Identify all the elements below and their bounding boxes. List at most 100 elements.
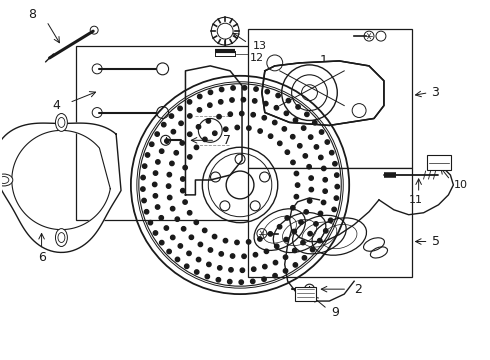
- Circle shape: [179, 121, 183, 125]
- Circle shape: [263, 265, 267, 269]
- Circle shape: [219, 100, 223, 104]
- Circle shape: [188, 211, 192, 215]
- Circle shape: [282, 127, 287, 131]
- Circle shape: [181, 189, 185, 193]
- Circle shape: [309, 176, 313, 180]
- Circle shape: [227, 279, 232, 284]
- Circle shape: [195, 270, 199, 274]
- Circle shape: [167, 172, 171, 177]
- Circle shape: [143, 164, 147, 168]
- Circle shape: [313, 121, 317, 125]
- Circle shape: [333, 162, 337, 166]
- Circle shape: [323, 229, 328, 233]
- Circle shape: [318, 238, 322, 243]
- Text: 13: 13: [253, 41, 267, 51]
- Circle shape: [208, 103, 212, 107]
- Circle shape: [218, 266, 222, 270]
- Circle shape: [213, 131, 217, 135]
- Circle shape: [305, 112, 309, 117]
- Circle shape: [269, 134, 273, 138]
- Circle shape: [265, 89, 270, 94]
- Circle shape: [276, 93, 280, 98]
- Circle shape: [273, 274, 277, 278]
- Circle shape: [284, 237, 288, 242]
- Circle shape: [194, 220, 198, 225]
- Circle shape: [334, 196, 339, 200]
- Circle shape: [246, 240, 251, 244]
- Circle shape: [230, 98, 234, 102]
- Circle shape: [335, 173, 339, 177]
- Circle shape: [229, 267, 233, 272]
- Circle shape: [203, 137, 207, 141]
- Circle shape: [178, 244, 183, 248]
- Circle shape: [323, 177, 327, 182]
- Circle shape: [168, 195, 172, 200]
- Circle shape: [217, 114, 221, 119]
- Circle shape: [246, 126, 251, 130]
- Text: 2: 2: [354, 283, 362, 296]
- Circle shape: [153, 231, 158, 235]
- Circle shape: [291, 160, 295, 165]
- Circle shape: [264, 249, 269, 253]
- Circle shape: [314, 222, 318, 226]
- Circle shape: [188, 132, 192, 136]
- Circle shape: [171, 207, 175, 211]
- Circle shape: [205, 274, 210, 279]
- Circle shape: [277, 225, 282, 229]
- Ellipse shape: [0, 174, 13, 186]
- Circle shape: [268, 232, 272, 236]
- Circle shape: [208, 248, 213, 252]
- Circle shape: [167, 249, 171, 254]
- Circle shape: [318, 155, 323, 159]
- Circle shape: [235, 125, 240, 130]
- Circle shape: [291, 206, 295, 210]
- Circle shape: [304, 210, 308, 214]
- Circle shape: [301, 126, 306, 130]
- Circle shape: [235, 240, 239, 244]
- Circle shape: [159, 149, 164, 153]
- Circle shape: [164, 226, 169, 230]
- Circle shape: [319, 130, 324, 134]
- Circle shape: [230, 254, 235, 258]
- Circle shape: [321, 166, 326, 171]
- Text: 3: 3: [432, 86, 440, 99]
- Circle shape: [243, 86, 247, 90]
- Circle shape: [258, 237, 262, 241]
- Circle shape: [294, 194, 298, 199]
- Circle shape: [325, 140, 329, 144]
- Circle shape: [198, 242, 202, 247]
- Circle shape: [328, 218, 333, 222]
- Circle shape: [228, 112, 232, 116]
- Text: 10: 10: [453, 180, 467, 190]
- Circle shape: [278, 141, 282, 145]
- Circle shape: [252, 99, 257, 103]
- Circle shape: [212, 234, 217, 239]
- Circle shape: [152, 182, 157, 186]
- Circle shape: [299, 220, 303, 224]
- Text: 12: 12: [250, 53, 264, 63]
- Circle shape: [169, 114, 173, 118]
- Bar: [248, 29, 412, 168]
- Circle shape: [242, 254, 246, 258]
- Circle shape: [165, 139, 169, 143]
- Polygon shape: [262, 61, 384, 125]
- Circle shape: [145, 210, 149, 214]
- Circle shape: [149, 142, 154, 147]
- Text: 9: 9: [331, 306, 339, 319]
- Circle shape: [323, 189, 327, 193]
- Circle shape: [314, 145, 319, 149]
- Bar: [248, 168, 412, 277]
- Circle shape: [283, 269, 288, 273]
- Text: 4: 4: [52, 99, 60, 112]
- Circle shape: [202, 228, 207, 233]
- Text: 5: 5: [432, 235, 440, 248]
- Circle shape: [153, 194, 158, 198]
- Circle shape: [208, 90, 213, 95]
- Circle shape: [285, 216, 290, 220]
- Circle shape: [141, 187, 145, 191]
- Circle shape: [146, 153, 150, 157]
- Circle shape: [308, 231, 312, 236]
- Circle shape: [308, 199, 312, 203]
- Circle shape: [330, 150, 334, 155]
- Circle shape: [196, 125, 201, 129]
